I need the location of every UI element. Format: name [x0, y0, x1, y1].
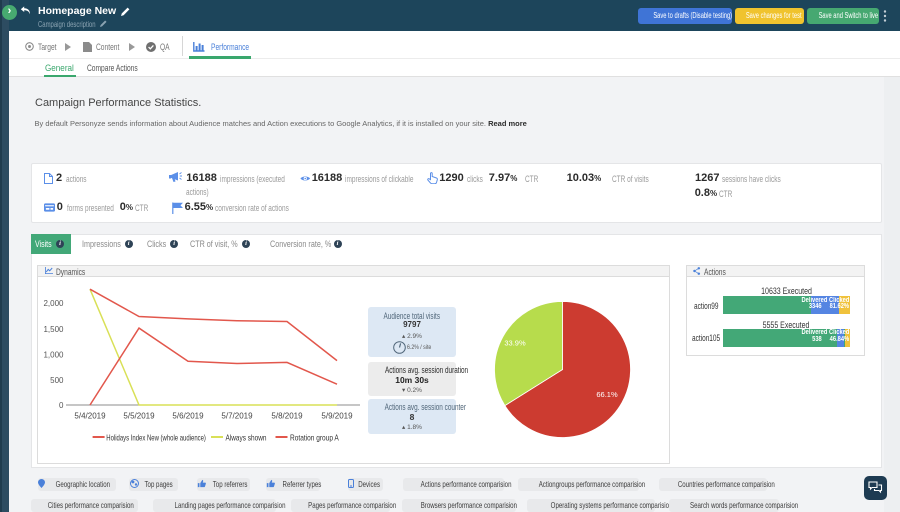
svg-text:Always shown: Always shown — [226, 433, 267, 443]
svg-text:5/5/2019: 5/5/2019 — [123, 412, 155, 421]
svg-text:Holidays Index New (whole audi: Holidays Index New (whole audience) — [106, 433, 206, 443]
svg-text:0: 0 — [59, 401, 64, 410]
svg-text:5/9/2019: 5/9/2019 — [321, 412, 353, 421]
svg-text:Rotation group A: Rotation group A — [290, 433, 339, 443]
svg-text:1,000: 1,000 — [43, 350, 64, 359]
svg-text:1,500: 1,500 — [43, 325, 64, 334]
svg-text:5/8/2019: 5/8/2019 — [271, 412, 303, 421]
svg-text:5/6/2019: 5/6/2019 — [172, 412, 204, 421]
svg-text:500: 500 — [50, 376, 64, 385]
svg-text:5/7/2019: 5/7/2019 — [221, 412, 253, 421]
svg-text:2,000: 2,000 — [43, 299, 64, 308]
svg-text:5/4/2019: 5/4/2019 — [74, 412, 106, 421]
svg-text:66.1%: 66.1% — [596, 390, 618, 399]
svg-text:33.9%: 33.9% — [504, 339, 526, 348]
